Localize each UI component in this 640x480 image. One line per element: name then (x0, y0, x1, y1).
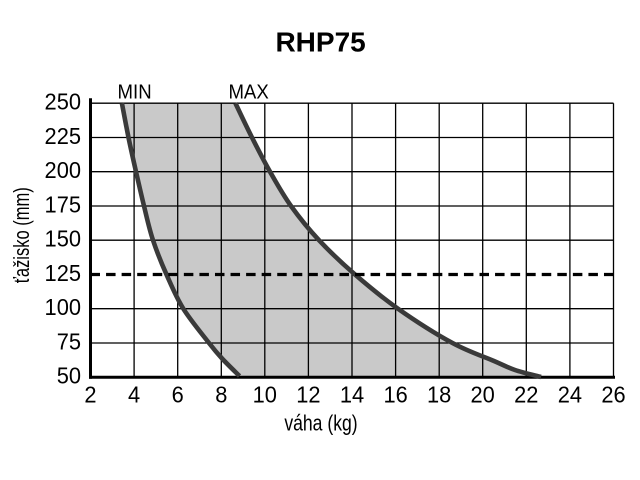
svg-text:225: 225 (45, 123, 81, 149)
svg-text:10: 10 (253, 382, 277, 408)
svg-text:MAX: MAX (228, 82, 268, 104)
svg-text:26: 26 (601, 382, 625, 408)
svg-text:200: 200 (45, 158, 81, 184)
svg-text:váha (kg): váha (kg) (284, 412, 357, 436)
svg-text:4: 4 (128, 382, 140, 408)
svg-text:100: 100 (45, 295, 81, 321)
svg-text:14: 14 (340, 382, 364, 408)
svg-text:50: 50 (57, 363, 81, 389)
svg-text:175: 175 (45, 192, 81, 218)
svg-text:6: 6 (172, 382, 184, 408)
svg-text:22: 22 (514, 382, 538, 408)
svg-text:8: 8 (215, 382, 227, 408)
svg-text:24: 24 (558, 382, 582, 408)
svg-text:150: 150 (45, 226, 81, 252)
svg-text:MIN: MIN (118, 82, 152, 104)
svg-text:ťažisko (mm): ťažisko (mm) (10, 187, 35, 283)
svg-text:20: 20 (471, 382, 495, 408)
svg-text:RHP75: RHP75 (275, 27, 365, 58)
svg-text:12: 12 (296, 382, 320, 408)
svg-text:2: 2 (84, 382, 96, 408)
svg-text:250: 250 (45, 89, 81, 115)
svg-text:16: 16 (383, 382, 407, 408)
svg-text:125: 125 (45, 260, 81, 286)
svg-text:75: 75 (57, 329, 81, 355)
svg-text:18: 18 (427, 382, 451, 408)
